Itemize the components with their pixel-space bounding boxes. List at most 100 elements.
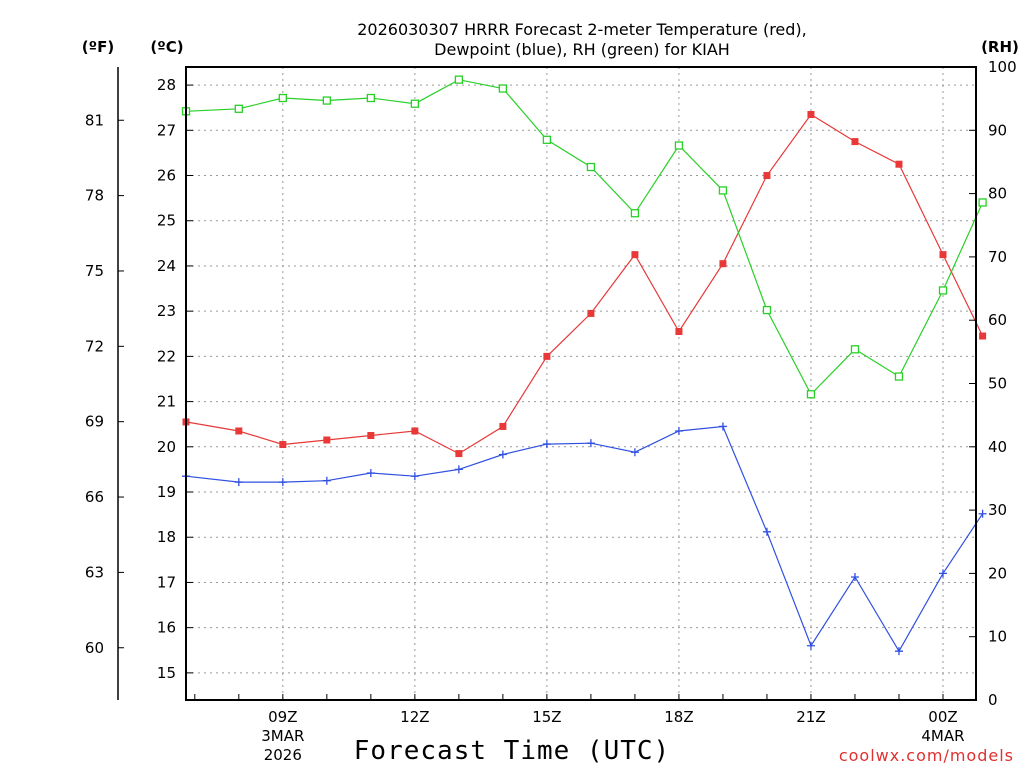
- rh-point: [454, 75, 464, 84]
- temperature-point: [279, 441, 287, 449]
- dewpoint-point: [806, 641, 815, 650]
- dewpoint-point: [234, 478, 243, 487]
- temperature-point: [323, 436, 331, 444]
- temperature-point: [939, 251, 947, 259]
- celsius-tick-label: 28: [157, 76, 176, 94]
- rh-point: [762, 305, 772, 315]
- rh-tick-label: 10: [988, 628, 1007, 646]
- celsius-tick-label: 18: [157, 528, 176, 546]
- rh-point: [498, 84, 508, 93]
- x-tick-label: 12Z: [400, 708, 429, 726]
- dewpoint-series-line: [185, 425, 984, 653]
- rh-series-line: [185, 79, 984, 396]
- rh-point: [806, 390, 816, 399]
- dewpoint-point: [762, 527, 771, 536]
- temperature-point: [895, 160, 903, 168]
- temperature-point: [719, 260, 727, 268]
- rh-point: [894, 372, 904, 381]
- chart-title-line-2: Dewpoint (blue), RH (green) for KIAH: [434, 40, 730, 59]
- fahrenheit-unit-label: (ºF): [82, 38, 114, 56]
- celsius-tick-label: 27: [157, 121, 176, 139]
- x-tick-label: 15Z: [532, 708, 561, 726]
- x-tick-label: 00Z: [928, 708, 957, 726]
- rh-point: [718, 186, 728, 195]
- rh-tick-label: 80: [988, 185, 1007, 203]
- temperature-point: [235, 427, 243, 435]
- dewpoint-point: [938, 569, 947, 578]
- temperature-point: [367, 431, 375, 439]
- rh-point: [366, 93, 375, 103]
- fahrenheit-tick-label: 81: [85, 111, 104, 129]
- temperature-series-line: [185, 113, 984, 455]
- x-tick-label: 18Z: [664, 708, 693, 726]
- celsius-tick-label: 15: [157, 664, 176, 682]
- fahrenheit-tick-label: 66: [85, 488, 104, 506]
- dewpoint-point: [850, 573, 859, 582]
- celsius-unit-label: (ºC): [150, 38, 183, 56]
- dewpoint-point: [718, 422, 727, 431]
- temperature-point: [543, 352, 551, 360]
- dewpoint-point: [630, 448, 639, 457]
- dewpoint-point: [366, 469, 375, 478]
- temperature-point: [979, 332, 987, 340]
- x-tick-label: 09Z: [268, 708, 297, 726]
- dewpoint-point: [674, 426, 683, 435]
- dewpoint-point: [278, 478, 287, 487]
- rh-tick-label: 70: [988, 248, 1007, 266]
- dewpoint-point: [498, 450, 507, 459]
- rh-unit-label: (RH): [981, 38, 1019, 56]
- rh-tick-label: 100: [988, 58, 1017, 76]
- x-tick-label: 21Z: [796, 708, 825, 726]
- rh-point: [938, 286, 948, 295]
- celsius-tick-label: 25: [157, 212, 176, 230]
- celsius-tick-label: 24: [157, 257, 176, 275]
- temperature-point: [587, 309, 595, 317]
- rh-point: [586, 162, 596, 172]
- rh-point: [542, 135, 552, 144]
- x-tick-label: 4MAR: [921, 727, 964, 745]
- rh-tick-label: 50: [988, 375, 1007, 393]
- rh-tick-label: 40: [988, 438, 1007, 456]
- rh-tick-label: 90: [988, 121, 1007, 139]
- plot-frame: [185, 66, 977, 701]
- rh-point: [630, 209, 640, 218]
- rh-tick-label: 20: [988, 564, 1007, 582]
- celsius-tick-label: 17: [157, 573, 176, 591]
- x-tick-label: 2026: [264, 746, 302, 764]
- fahrenheit-tick-label: 72: [85, 337, 104, 355]
- rh-tick-label: 60: [988, 311, 1007, 329]
- series-layer: [181, 75, 987, 656]
- fahrenheit-tick-label: 60: [85, 639, 104, 657]
- fahrenheit-tick-label: 78: [85, 187, 104, 205]
- rh-tick-label: 30: [988, 501, 1007, 519]
- celsius-tick-label: 23: [157, 302, 176, 320]
- temperature-point: [763, 172, 771, 180]
- fahrenheit-tick-label: 63: [85, 563, 104, 581]
- chart-title-line-1: 2026030307 HRRR Forecast 2-meter Tempera…: [357, 20, 807, 39]
- temperature-point: [807, 110, 815, 118]
- rh-point: [278, 93, 287, 103]
- temperature-point: [411, 427, 419, 435]
- credit-text: coolwx.com/models: [839, 746, 1014, 765]
- celsius-tick-label: 21: [157, 393, 176, 411]
- rh-point: [850, 345, 860, 354]
- temperature-point: [675, 328, 683, 336]
- rh-tick-label: 0: [988, 691, 998, 709]
- fahrenheit-tick-label: 75: [85, 262, 104, 280]
- rh-point: [978, 198, 987, 207]
- grid-layer: [186, 67, 976, 700]
- rh-point: [674, 141, 684, 150]
- dewpoint-point: [454, 465, 463, 474]
- celsius-tick-label: 26: [157, 167, 176, 185]
- rh-point: [234, 104, 243, 113]
- temperature-point: [499, 422, 507, 430]
- rh-point: [410, 99, 420, 108]
- temperature-point: [631, 251, 639, 259]
- rh-point: [322, 96, 331, 105]
- fahrenheit-tick-label: 69: [85, 413, 104, 431]
- dewpoint-point: [322, 476, 331, 485]
- dewpoint-point: [410, 472, 419, 481]
- x-tick-label: 3MAR: [261, 727, 304, 745]
